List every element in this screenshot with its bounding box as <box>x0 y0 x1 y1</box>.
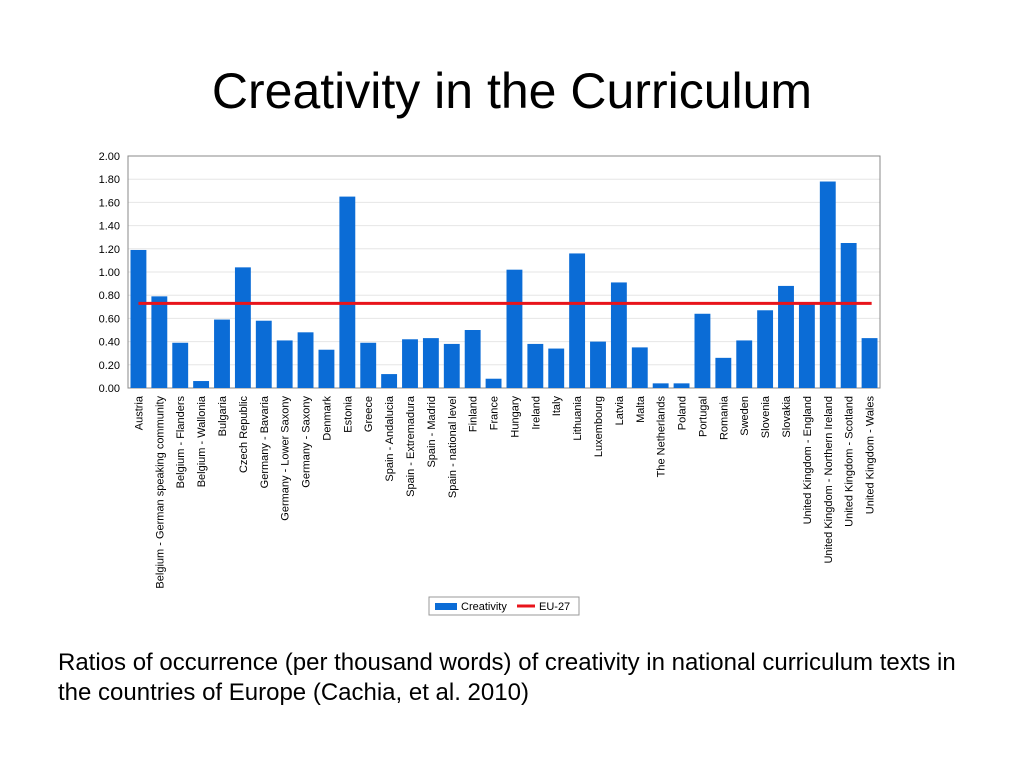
bar <box>757 310 774 388</box>
legend-label-eu27: EU-27 <box>539 601 570 613</box>
x-tick-label: Romania <box>718 395 730 440</box>
bar <box>548 348 565 388</box>
x-tick-label: Luxembourg <box>593 396 605 457</box>
x-tick-label: United Kingdom - Wales <box>865 396 877 515</box>
bar <box>381 374 398 388</box>
x-tick-label: Spain - Andalucia <box>384 395 396 481</box>
slide-title: Creativity in the Curriculum <box>211 63 813 119</box>
x-tick-label: Finland <box>468 396 480 432</box>
x-tick-label: Bulgaria <box>217 395 229 436</box>
x-tick-label: Slovenia <box>760 395 772 438</box>
y-tick-label: 1.00 <box>99 267 120 279</box>
x-tick-label: Ireland <box>530 396 542 430</box>
x-tick-label: Spain - Madrid <box>426 396 438 468</box>
bar <box>234 267 251 388</box>
x-tick-label: Latvia <box>614 395 626 425</box>
x-tick-label: Belgium - German speaking community <box>154 396 166 589</box>
x-axis-ticks: Austria Belgium - German speaking communi… <box>133 395 876 588</box>
bar <box>130 249 147 388</box>
slide-caption: Ratios of occurrence (per thousand words… <box>58 649 956 706</box>
bar <box>443 343 460 388</box>
x-tick-label: Czech Republic <box>238 396 250 474</box>
x-tick-label: Spain - national level <box>447 396 459 498</box>
bar <box>172 342 189 388</box>
x-tick-label: Germany - Bavaria <box>259 395 271 488</box>
bar <box>464 330 481 388</box>
x-tick-label: France <box>489 396 501 430</box>
bar <box>819 181 836 388</box>
x-tick-label: Malta <box>635 395 647 423</box>
bar <box>631 347 648 388</box>
x-tick-label: Spain - Extremadura <box>405 395 417 497</box>
bar <box>485 378 502 388</box>
y-tick-label: 0.20 <box>99 360 120 372</box>
legend-box <box>428 596 580 616</box>
bar <box>276 340 293 388</box>
bar <box>151 296 168 388</box>
x-tick-label: United Kingdom - Scotland <box>844 396 856 527</box>
bars <box>130 181 878 388</box>
bar <box>798 303 815 388</box>
plot-frame <box>127 155 881 389</box>
bar <box>694 313 711 388</box>
bar <box>569 253 586 388</box>
bar <box>214 319 230 388</box>
y-tick-label: 1.20 <box>99 244 120 256</box>
bar <box>193 381 210 388</box>
bar <box>652 383 669 388</box>
x-tick-label: Hungary <box>509 396 521 438</box>
y-tick-label: 0.00 <box>99 383 120 395</box>
bar <box>736 340 753 388</box>
bar <box>673 383 690 388</box>
bar <box>297 332 314 388</box>
x-tick-label: Portugal <box>697 396 709 437</box>
y-axis-ticks: 0.00 0.20 0.40 0.60 0.80 1.00 1.20 1.40 1.60 1.80… <box>99 151 120 395</box>
x-tick-label: United Kingdom - Northern Ireland <box>823 396 835 564</box>
legend-swatch-creativity <box>435 603 457 610</box>
x-tick-label: Poland <box>677 396 689 430</box>
legend: Creativity EU-27 <box>428 596 580 616</box>
x-tick-label: Italy <box>551 396 563 417</box>
x-tick-label: The Netherlands <box>656 396 668 478</box>
bar <box>422 338 439 388</box>
x-tick-label: Sweden <box>739 396 751 436</box>
x-tick-label: United Kingdom - England <box>802 396 814 524</box>
y-tick-label: 0.60 <box>99 313 120 325</box>
x-tick-label: Belgium - Wallonia <box>196 395 208 487</box>
bar <box>861 338 878 388</box>
y-tick-label: 1.80 <box>99 174 120 186</box>
bar <box>506 269 523 388</box>
y-tick-label: 2.00 <box>99 151 120 163</box>
x-tick-label: Denmark <box>321 396 333 441</box>
bar-chart: 0.00 0.20 0.40 0.60 0.80 1.00 1.20 1.40 1.60 1.80… <box>99 151 881 616</box>
bar <box>715 357 732 388</box>
y-tick-label: 1.40 <box>99 221 120 233</box>
y-tick-label: 1.60 <box>99 197 120 209</box>
bar <box>339 196 356 388</box>
x-tick-label: Germany - Lower Saxony <box>280 396 292 521</box>
x-tick-label: Austria <box>133 395 145 430</box>
y-tick-label: 0.40 <box>99 337 120 349</box>
x-tick-label: Belgium - Flanders <box>175 396 187 489</box>
bar <box>610 282 627 388</box>
grid-layer <box>128 178 880 366</box>
bar <box>318 349 335 388</box>
bar <box>840 243 857 388</box>
bar <box>255 320 272 388</box>
bar <box>778 285 794 388</box>
x-tick-label: Lithuania <box>572 395 584 441</box>
bar <box>590 341 606 388</box>
y-tick-label: 0.80 <box>99 290 120 302</box>
bar <box>527 343 544 388</box>
legend-label-creativity: Creativity <box>461 601 507 613</box>
x-tick-label: Estonia <box>342 395 354 433</box>
x-tick-label: Slovakia <box>781 395 793 437</box>
x-tick-label: Germany - Saxony <box>301 396 313 488</box>
x-tick-label: Greece <box>363 396 375 432</box>
bar <box>402 339 418 388</box>
bar <box>360 342 377 388</box>
